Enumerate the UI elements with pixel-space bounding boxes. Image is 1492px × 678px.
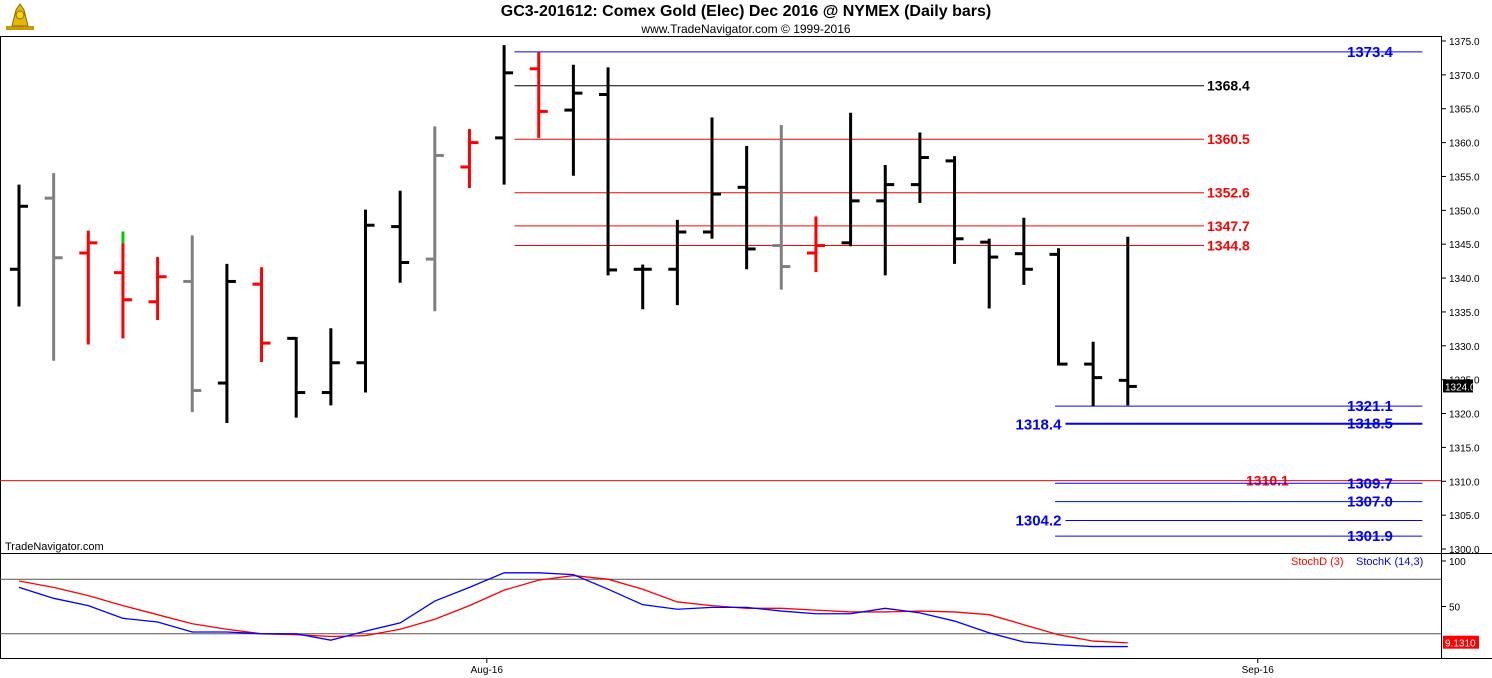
- date-tick-label: Aug-16: [471, 665, 504, 676]
- ohlc-bar: [633, 264, 652, 310]
- ohlc-bar: [599, 67, 618, 276]
- ohlc-bar: [495, 45, 514, 185]
- ohlc-bar: [460, 129, 479, 188]
- price-tick-label: 1365.0: [1449, 105, 1480, 116]
- ohlc-bar: [564, 64, 583, 176]
- ohlc-bar: [980, 238, 999, 309]
- ohlc-bar: [841, 112, 860, 247]
- legend-stochk: StochK (14,3): [1356, 556, 1424, 568]
- price-tick-label: 1340.0: [1449, 274, 1480, 285]
- price-tick-label: 1330.0: [1449, 342, 1480, 353]
- level-label: 1307.0: [1347, 494, 1393, 511]
- price-tick-label: 1300.0: [1449, 545, 1480, 556]
- level-label: 1347.7: [1207, 218, 1250, 234]
- price-tick-label: 1345.0: [1449, 240, 1480, 251]
- price-tick-label: 1370.0: [1449, 71, 1480, 82]
- ohlc-bar: [876, 164, 895, 276]
- stoch-series-line: [18, 572, 1128, 648]
- ohlc-bar: [183, 235, 202, 413]
- level-lines: 1373.4 1368.4 1360.5 1352.6 1347.7 1344.8 1321…: [0, 44, 1441, 545]
- level-label: 1318.4: [1016, 416, 1063, 433]
- ohlc-bar: [79, 230, 98, 345]
- tradenavigator-logo-icon: [6, 3, 34, 30]
- stoch-series-line: [18, 574, 1128, 644]
- ohlc-bar: [425, 126, 444, 312]
- ohlc-bar: [1118, 236, 1137, 406]
- price-tick-label: 1355.0: [1449, 172, 1480, 183]
- price-tick-label: 1375.0: [1449, 37, 1480, 48]
- date-axis: Aug-16 Sep-16: [471, 658, 1275, 676]
- last-price-box: [1443, 379, 1473, 393]
- price-axis: 1375.0 1370.0 1365.0 1360.0 1355.0 1350.0 1345…: [1441, 37, 1480, 556]
- stoch-tick-label: 50: [1449, 603, 1461, 614]
- ohlc-bar: [737, 145, 756, 270]
- chart-title: GC3-201612: Comex Gold (Elec) Dec 2016 @…: [500, 3, 992, 20]
- date-tick-label: Sep-16: [1242, 665, 1275, 676]
- stoch-last-label: 9.1310: [1445, 639, 1476, 650]
- ohlc-bar: [910, 132, 929, 203]
- ohlc-bar: [806, 216, 825, 272]
- price-tick-label: 1305.0: [1449, 511, 1480, 522]
- price-tick-label: 1360.0: [1449, 139, 1480, 150]
- stochastic-panel: 100 50 9.1310: [0, 557, 1479, 650]
- level-label: 1310.1: [1246, 473, 1289, 489]
- stoch-tick-label: 100: [1449, 557, 1466, 568]
- ohlc-bar: [1084, 341, 1103, 407]
- ohlc-bar: [217, 263, 236, 424]
- price-tick-label: 1335.0: [1449, 308, 1480, 319]
- level-label: 1304.2: [1016, 513, 1062, 530]
- ohlc-bar: [113, 231, 132, 339]
- ohlc-bar: [529, 51, 548, 138]
- level-label: 1321.1: [1347, 398, 1393, 415]
- ohlc-bar: [321, 328, 340, 406]
- watermark-text: TradeNavigator.com: [5, 541, 104, 553]
- price-tick-label: 1310.0: [1449, 477, 1480, 488]
- price-tick-label: 1320.0: [1449, 410, 1480, 421]
- stoch-last-box: [1443, 635, 1479, 649]
- price-tick-label: 1315.0: [1449, 443, 1480, 454]
- ohlc-bar: [10, 184, 28, 307]
- level-label: 1368.4: [1207, 78, 1250, 94]
- ohlc-bar: [1014, 217, 1033, 285]
- last-price-label: 1324.0: [1445, 382, 1476, 393]
- copyright-text: www.TradeNavigator.com © 1999-2016: [641, 22, 851, 36]
- ohlc-bar: [252, 267, 271, 363]
- ohlc-bar: [668, 219, 687, 306]
- ohlc-bar: [703, 117, 721, 239]
- price-tick-label: 1350.0: [1449, 206, 1480, 217]
- legend-stochd: StochD (3): [1291, 556, 1344, 568]
- ohlc-bar: [772, 124, 791, 290]
- ohlc-bar: [287, 336, 306, 418]
- level-label: 1344.8: [1207, 238, 1250, 254]
- level-label: 1318.5: [1347, 416, 1393, 433]
- ohlc-bar: [356, 209, 375, 393]
- level-label: 1309.7: [1347, 475, 1393, 492]
- level-label: 1373.4: [1347, 44, 1394, 61]
- ohlc-bar: [1049, 248, 1068, 366]
- ohlc-bar: [44, 173, 63, 361]
- price-bars: [10, 45, 1137, 424]
- level-label: 1301.9: [1347, 528, 1393, 545]
- ohlc-bar: [391, 190, 410, 283]
- level-label: 1352.6: [1207, 185, 1250, 201]
- plot-frame: [0, 36, 1442, 659]
- level-label: 1360.5: [1207, 131, 1250, 147]
- ohlc-bar: [148, 257, 167, 321]
- ohlc-bar: [945, 156, 964, 264]
